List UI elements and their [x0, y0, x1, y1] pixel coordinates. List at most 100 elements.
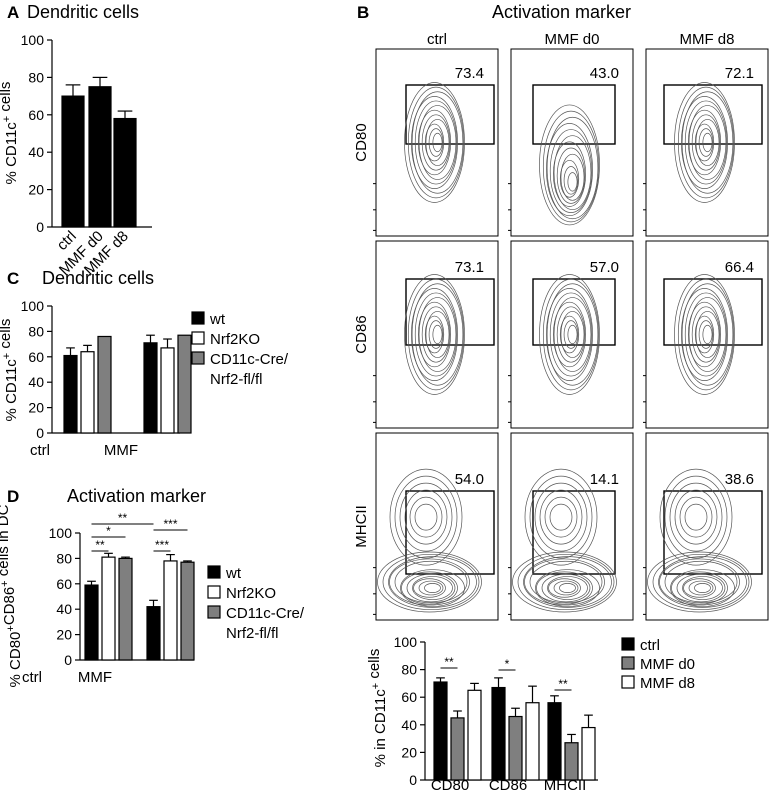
b-y-tick-label: 40	[401, 717, 417, 733]
a-y-tick-label: 20	[28, 182, 44, 198]
a-bar	[61, 95, 85, 228]
flow-contour	[406, 573, 456, 603]
d-significance-label: ***	[155, 538, 169, 552]
flow-contour	[529, 560, 603, 604]
flow-contour	[539, 274, 600, 395]
flow-contour	[679, 496, 713, 538]
a-y-tick-label: 80	[28, 69, 44, 85]
flow-gate-percentage: 43.0	[590, 65, 619, 82]
b-bar	[547, 702, 562, 781]
panel-a-title: Dendritic cells	[27, 2, 139, 22]
flow-contour	[413, 578, 446, 598]
flow-contour	[418, 105, 457, 180]
b-x-tick-label: CD86	[489, 777, 527, 794]
b-legend-label: MMF d8	[640, 675, 695, 692]
flow-contour	[548, 578, 581, 598]
c-bar	[143, 342, 158, 434]
flow-contour	[677, 278, 735, 391]
b-y-axis-label: % in CD11c+ cells	[366, 649, 389, 768]
d-bar	[180, 561, 195, 661]
d-y-tick-label: 20	[56, 627, 72, 643]
flow-contour	[428, 320, 444, 349]
b-legend-label: MMF d0	[640, 656, 695, 673]
b-y-tick-label: 0	[409, 772, 417, 788]
flow-contour	[411, 95, 458, 190]
flow-contour	[404, 82, 465, 203]
flow-contour	[560, 311, 585, 358]
flow-contour	[414, 292, 458, 377]
c-bar	[97, 335, 112, 434]
c-legend-label: CD11c-Cre/	[210, 351, 289, 368]
flow-contour	[695, 119, 720, 166]
c-bar	[80, 351, 95, 434]
d-bar	[118, 557, 133, 661]
flow-contour	[698, 320, 714, 349]
chart-b-bar: 0 20 40 60 80 100 CD80 CD86 MHCII % in CD11c+ cel…	[366, 634, 695, 794]
flow-contour	[659, 468, 733, 566]
flow-contour	[411, 287, 458, 382]
d-y-tick-label: 60	[56, 576, 72, 592]
flow-contour	[421, 306, 451, 363]
d-bar	[101, 556, 116, 661]
chart-c: 0 20 40 60 80 100 ctrl MMF % CD11c+ cells wt Nrf2K…	[0, 298, 289, 459]
a-y-tick-label: 40	[28, 144, 44, 160]
flow-contour	[407, 278, 465, 391]
b-significance-label: **	[444, 655, 454, 669]
flow-contour	[547, 576, 588, 600]
c-y-axis-label: % CD11c+ cells	[0, 319, 20, 422]
flow-contour	[523, 556, 612, 608]
b-significance-label: **	[558, 677, 568, 691]
b-x-tick-label: MHCII	[544, 777, 587, 794]
a-y-tick-label: 0	[36, 219, 44, 235]
flow-gate-percentage: 57.0	[590, 259, 619, 276]
flow-contour	[424, 123, 445, 162]
b-y-tick-label: 100	[394, 634, 418, 650]
flow-contour	[669, 482, 723, 552]
flow-contour	[411, 283, 464, 386]
flow-gate	[532, 84, 616, 145]
flow-contour	[563, 166, 579, 195]
flow-contour	[664, 560, 738, 604]
flow-contour	[549, 129, 593, 213]
c-y-tick-label: 0	[36, 425, 44, 441]
flow-contour	[517, 553, 615, 611]
flow-contour	[682, 576, 723, 600]
flow-contour	[425, 119, 450, 166]
flow-gate	[532, 278, 616, 346]
c-bar	[177, 334, 192, 434]
flow-contour	[556, 147, 586, 204]
flow-contour	[542, 110, 600, 223]
c-y-tick-label: 60	[28, 349, 44, 365]
flow-contour	[694, 583, 711, 593]
flow-contour	[688, 105, 727, 180]
flow-contour	[553, 135, 592, 210]
b-y-tick-label: 80	[401, 662, 417, 678]
c-legend-label: wt	[209, 311, 226, 328]
b-legend-swatch	[621, 675, 635, 689]
d-bar	[84, 584, 99, 661]
panel-d-title: Activation marker	[67, 486, 206, 506]
flow-contour	[559, 315, 580, 354]
d-significance-label: *	[106, 524, 111, 538]
d-legend-label: Nrf2-fl/fl	[226, 625, 279, 642]
flow-contour	[658, 556, 747, 608]
b-bar	[450, 717, 465, 781]
flow-contour	[399, 482, 453, 552]
flow-plot-frame	[375, 240, 499, 429]
flow-contour	[539, 489, 583, 545]
d-legend-label: Nrf2KO	[226, 585, 276, 602]
flow-contour	[389, 468, 463, 566]
flow-contour	[421, 114, 451, 171]
flow-contour	[407, 86, 465, 199]
panel-letter-b: B	[357, 3, 369, 22]
flow-contour	[544, 496, 578, 538]
b-x-tick-label: CD80	[431, 777, 469, 794]
b-bar	[467, 689, 482, 781]
c-x-tick-label: ctrl	[30, 442, 50, 459]
chart-d: 0 20 40 60 80 100 ctrl MMF % CD80+CD86+ cells in…	[0, 504, 305, 687]
flow-contour	[432, 324, 443, 345]
d-bar	[163, 560, 178, 661]
a-bar	[113, 117, 137, 228]
c-legend-swatch	[191, 331, 205, 345]
